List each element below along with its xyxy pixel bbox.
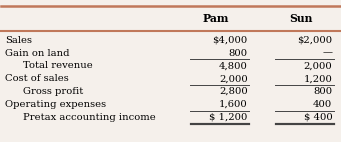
- Text: Operating expenses: Operating expenses: [5, 100, 106, 109]
- Text: Pam: Pam: [203, 13, 229, 24]
- Text: Gross profit: Gross profit: [24, 87, 84, 96]
- Text: $ 1,200: $ 1,200: [209, 113, 248, 122]
- Text: 2,000: 2,000: [219, 74, 248, 83]
- Text: 800: 800: [313, 87, 332, 96]
- Text: Gain on land: Gain on land: [5, 49, 69, 58]
- Text: 800: 800: [229, 49, 248, 58]
- Text: 1,200: 1,200: [303, 74, 332, 83]
- Text: Sun: Sun: [289, 13, 312, 24]
- Text: —: —: [322, 49, 332, 58]
- Text: 4,800: 4,800: [219, 61, 248, 70]
- Text: 2,800: 2,800: [219, 87, 248, 96]
- Text: $2,000: $2,000: [297, 36, 332, 45]
- Text: 2,000: 2,000: [303, 61, 332, 70]
- Text: $4,000: $4,000: [212, 36, 248, 45]
- Text: Total revenue: Total revenue: [24, 61, 93, 70]
- Text: 400: 400: [313, 100, 332, 109]
- Text: Cost of sales: Cost of sales: [5, 74, 69, 83]
- Text: Pretax accounting income: Pretax accounting income: [24, 113, 156, 122]
- Text: $ 400: $ 400: [303, 113, 332, 122]
- Text: 1,600: 1,600: [219, 100, 248, 109]
- Text: Sales: Sales: [5, 36, 32, 45]
